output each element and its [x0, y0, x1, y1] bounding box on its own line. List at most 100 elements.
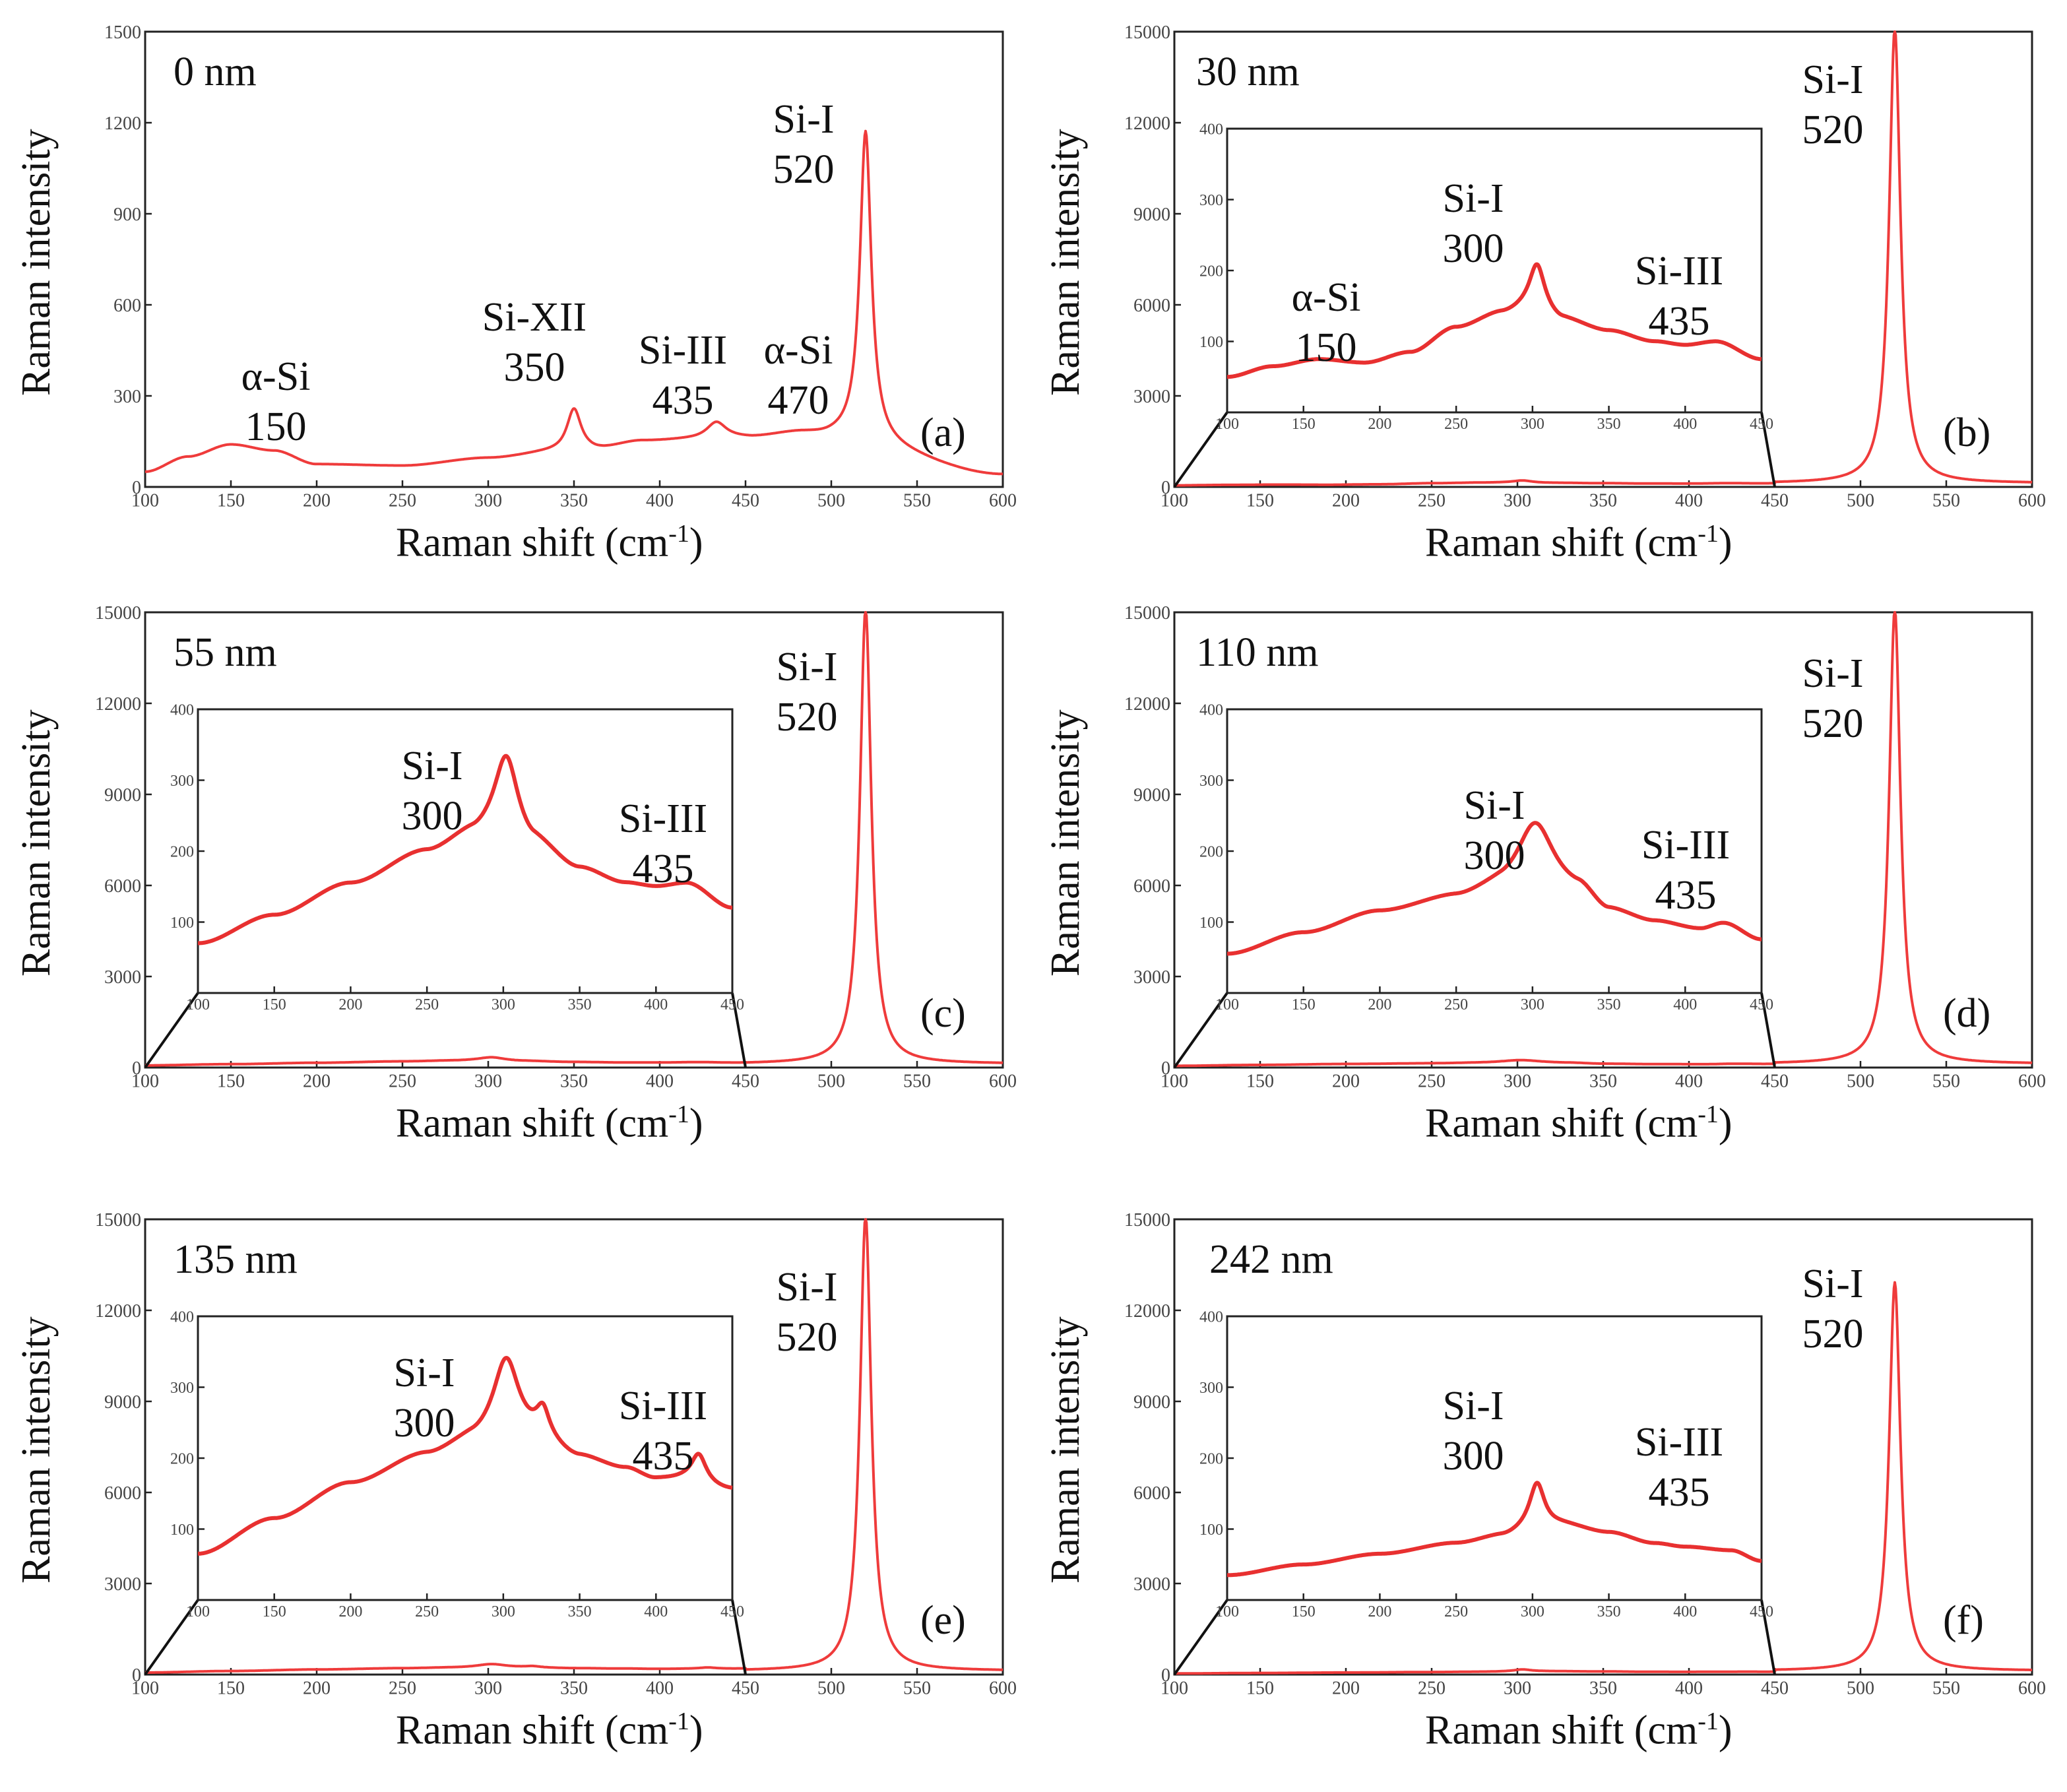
main-c-y-tick-label: 9000 [104, 785, 141, 806]
main-d-x-tick-label: 600 [2018, 1071, 2046, 1091]
inset-c-x-tick-label: 300 [492, 996, 515, 1013]
zoom-line-left [144, 992, 199, 1069]
inset-f-y-tick-label: 300 [1199, 1380, 1223, 1397]
y-axis-label: Raman intensity [14, 709, 59, 976]
zoom-line-left [144, 1599, 199, 1676]
peak-wavenumber: 300 [1442, 226, 1504, 271]
peak-phase: α-Si [763, 328, 833, 373]
y-axis-label: Raman intensity [1043, 709, 1088, 976]
inset-c-y-tick-label: 200 [170, 843, 194, 860]
inset-b-y-tick-label: 200 [1199, 263, 1223, 280]
panel-letter: (e) [920, 1598, 966, 1643]
y-axis-label: Raman intensity [14, 129, 59, 396]
peak-phase: Si-III [1634, 249, 1724, 294]
peak-phase: Si-I [393, 1351, 455, 1395]
peak-phase: Si-I [1802, 1262, 1864, 1306]
x-axis-label-exponent: -1 [668, 1101, 689, 1128]
peak-label-si-i-300: Si-I 300 [365, 1353, 484, 1444]
main-a-x-tick-label: 200 [303, 490, 331, 511]
zoom-line-right [1760, 992, 1776, 1068]
main-c-y-tick-label: 6000 [104, 876, 141, 897]
inset-b-axes: 100 150 200 250 300 350 400 450 100 200 300 400 [1199, 121, 1773, 433]
peak-label-si-i-520: Si-I 520 [1773, 653, 1892, 744]
main-a-y-tick-label: 900 [113, 205, 141, 225]
peak-label-si-iii-435: Si-III 435 [604, 798, 722, 889]
inset-d-y-tick-label: 200 [1199, 843, 1223, 860]
x-axis-label-exponent: -1 [668, 1708, 689, 1735]
x-axis-label-close: ) [689, 1708, 703, 1753]
inset-d-x-tick-label: 200 [1368, 996, 1391, 1013]
main-b-x-tick-label: 200 [1332, 490, 1360, 511]
main-d-x-tick-label: 400 [1675, 1071, 1703, 1091]
main-c-y-tick-label: 15000 [95, 603, 141, 624]
main-d-x-tick-label: 550 [1932, 1071, 1960, 1091]
inset-spectrum-e [197, 1356, 734, 1556]
main-b-y-tick-label: 6000 [1133, 296, 1170, 316]
inset-d-x-tick-label: 150 [1292, 996, 1316, 1013]
inset-b-x-tick-label: 250 [1444, 416, 1468, 433]
peak-wavenumber: 520 [776, 695, 838, 740]
peak-label-si-xii-350: Si-XII 350 [475, 297, 594, 388]
peak-label-si-i-520: Si-I 520 [747, 647, 866, 738]
main-f-x-tick-label: 350 [1589, 1678, 1617, 1698]
inset-c-x-tick-label: 250 [415, 996, 439, 1013]
inset-d-x-tick-label: 450 [1750, 996, 1773, 1013]
main-b-x-tick-label: 350 [1589, 490, 1617, 511]
zoom-line-right [731, 992, 747, 1068]
x-axis-label: Raman shift (cm-1) [1425, 1709, 1733, 1751]
inset-f-y-tick-label: 400 [1199, 1308, 1223, 1326]
spectrum-a [144, 129, 1003, 476]
peak-label-si-i-520: Si-I 520 [744, 99, 863, 190]
main-b-x-tick-label: 300 [1504, 490, 1531, 511]
main-d-axes: 100 150 200 250 300 350 400 450 500 550 6000300060… [1124, 603, 2046, 1092]
inset-b-x-tick-label: 100 [1215, 416, 1239, 433]
peak-phase: Si-III [618, 1384, 708, 1428]
main-e-x-tick-label: 500 [817, 1678, 845, 1698]
main-c-x-tick-label: 150 [217, 1071, 245, 1091]
x-axis-label-exponent: -1 [1698, 1708, 1719, 1735]
zoom-line-left [1173, 992, 1228, 1069]
x-axis-label-text: Raman shift (cm [1425, 1708, 1698, 1753]
peak-phase: Si-I [1463, 783, 1525, 828]
thickness-label: 110 nm [1196, 630, 1319, 675]
inset-e-x-tick-label: 250 [415, 1603, 439, 1620]
x-axis-label-text: Raman shift (cm [396, 520, 669, 565]
main-d-x-tick-label: 350 [1589, 1071, 1617, 1091]
thickness-label: 242 nm [1209, 1237, 1333, 1282]
panel-a-plot: 100 150 200 250 300 350 400 450 500 550 600 0 300 600… [104, 22, 1017, 511]
main-e-x-tick-label: 450 [732, 1678, 759, 1698]
main-b-x-tick-label: 550 [1932, 490, 1960, 511]
thickness-label: 30 nm [1196, 49, 1300, 94]
main-d-x-tick-label: 450 [1761, 1071, 1789, 1091]
peak-wavenumber: 300 [401, 794, 463, 839]
inset-d-x-tick-label: 350 [1597, 996, 1621, 1013]
main-e-y-tick-label: 0 [132, 1665, 141, 1686]
inset-c-y-tick-label: 300 [170, 773, 194, 790]
peak-label-si-i-300: Si-I 300 [373, 746, 492, 837]
main-f-y-tick-label: 9000 [1133, 1392, 1170, 1413]
main-f-x-tick-label: 250 [1418, 1678, 1446, 1698]
inset-f-x-tick-label: 200 [1368, 1603, 1391, 1620]
x-axis-label-close: ) [689, 520, 703, 565]
x-axis-label-close: ) [1718, 1708, 1733, 1753]
peak-label-si-i-300: Si-I 300 [1414, 178, 1533, 269]
peak-phase: α-Si [1291, 275, 1361, 320]
x-axis-label: Raman shift (cm-1) [396, 1102, 703, 1144]
main-e-y-tick-label: 6000 [104, 1483, 141, 1504]
peak-wavenumber: 435 [1648, 299, 1710, 344]
peak-phase: Si-I [1802, 57, 1864, 102]
zoom-line-right [1760, 1599, 1776, 1675]
y-axis-label: Raman intensity [1043, 129, 1088, 396]
main-f-y-tick-label: 3000 [1133, 1574, 1170, 1595]
thickness-label: 0 nm [174, 49, 257, 94]
inset-f-x-tick-label: 350 [1597, 1603, 1621, 1620]
inset-c-x-tick-label: 100 [186, 996, 210, 1013]
x-axis-label-close: ) [1718, 1101, 1733, 1146]
x-axis-label-close: ) [1718, 520, 1733, 565]
main-e-y-tick-label: 15000 [95, 1210, 141, 1231]
inset-b-x-tick-label: 450 [1750, 416, 1773, 433]
main-a-y-tick-label: 600 [113, 296, 141, 316]
main-f-x-tick-label: 150 [1246, 1678, 1274, 1698]
peak-phase: Si-I [401, 744, 463, 788]
inset-spectrum-c [197, 753, 734, 945]
